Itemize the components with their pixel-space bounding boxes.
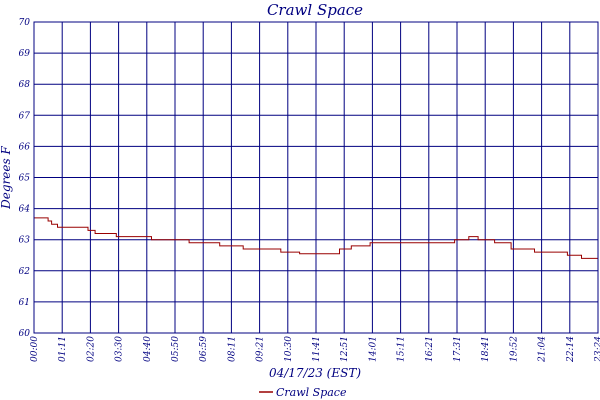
y-tick-label-69: 69 xyxy=(19,49,31,59)
y-tick-label-64: 64 xyxy=(19,205,31,215)
y-tick-label-61: 61 xyxy=(19,298,30,308)
x-tick-label-12: 14:01 xyxy=(368,336,378,362)
x-tick-labels: 00:00 01:11 02:20 03:30 04:40 05:50 06:59 08:11… xyxy=(30,336,600,363)
x-tick-label-10: 11:41 xyxy=(312,336,322,362)
x-tick-label-13: 15:11 xyxy=(397,336,407,362)
y-tick-label-62: 62 xyxy=(19,267,31,277)
x-tick-label-0: 00:00 xyxy=(30,336,40,362)
y-axis-label: Degrees F xyxy=(0,146,13,210)
x-tick-label-17: 19:52 xyxy=(509,336,519,362)
y-tick-label-68: 68 xyxy=(19,80,31,90)
plot-frame xyxy=(33,21,599,334)
x-tick-label-3: 03:30 xyxy=(115,336,125,362)
chart-legend: Crawl Space xyxy=(259,386,347,399)
x-tick-label-20: 23:24 xyxy=(594,336,600,363)
chart-title: Crawl Space xyxy=(267,1,363,19)
series-layer xyxy=(34,217,598,259)
x-tick-label-6: 06:59 xyxy=(199,336,209,362)
y-tick-label-63: 63 xyxy=(19,236,31,246)
x-tick-label-11: 12:51 xyxy=(340,336,350,362)
y-tick-label-60: 60 xyxy=(19,329,31,339)
x-tick-label-1: 01:11 xyxy=(58,336,68,362)
grid-lines xyxy=(34,22,598,333)
series-line-crawl-space xyxy=(34,217,598,259)
x-tick-label-15: 17:31 xyxy=(453,336,463,362)
x-tick-label-16: 18:41 xyxy=(481,336,491,362)
x-tick-label-9: 10:30 xyxy=(284,336,294,362)
y-tick-labels: 60 61 62 63 64 65 66 67 68 69 70 xyxy=(19,18,31,339)
y-tick-label-66: 66 xyxy=(19,142,31,152)
x-tick-label-19: 22:14 xyxy=(566,336,576,363)
x-axis-label: 04/17/23 (EST) xyxy=(269,366,361,380)
y-tick-label-67: 67 xyxy=(19,111,31,121)
y-tick-label-65: 65 xyxy=(19,174,31,184)
legend-label-crawl-space: Crawl Space xyxy=(276,386,347,399)
y-tick-label-70: 70 xyxy=(19,18,31,28)
x-tick-label-18: 21:04 xyxy=(538,336,548,363)
x-tick-label-8: 09:21 xyxy=(256,336,266,362)
x-tick-label-2: 02:20 xyxy=(86,336,96,362)
x-tick-label-5: 05:50 xyxy=(171,336,181,362)
x-tick-label-4: 04:40 xyxy=(143,336,153,362)
x-tick-label-7: 08:11 xyxy=(227,336,237,362)
x-tick-label-14: 16:21 xyxy=(425,336,435,362)
